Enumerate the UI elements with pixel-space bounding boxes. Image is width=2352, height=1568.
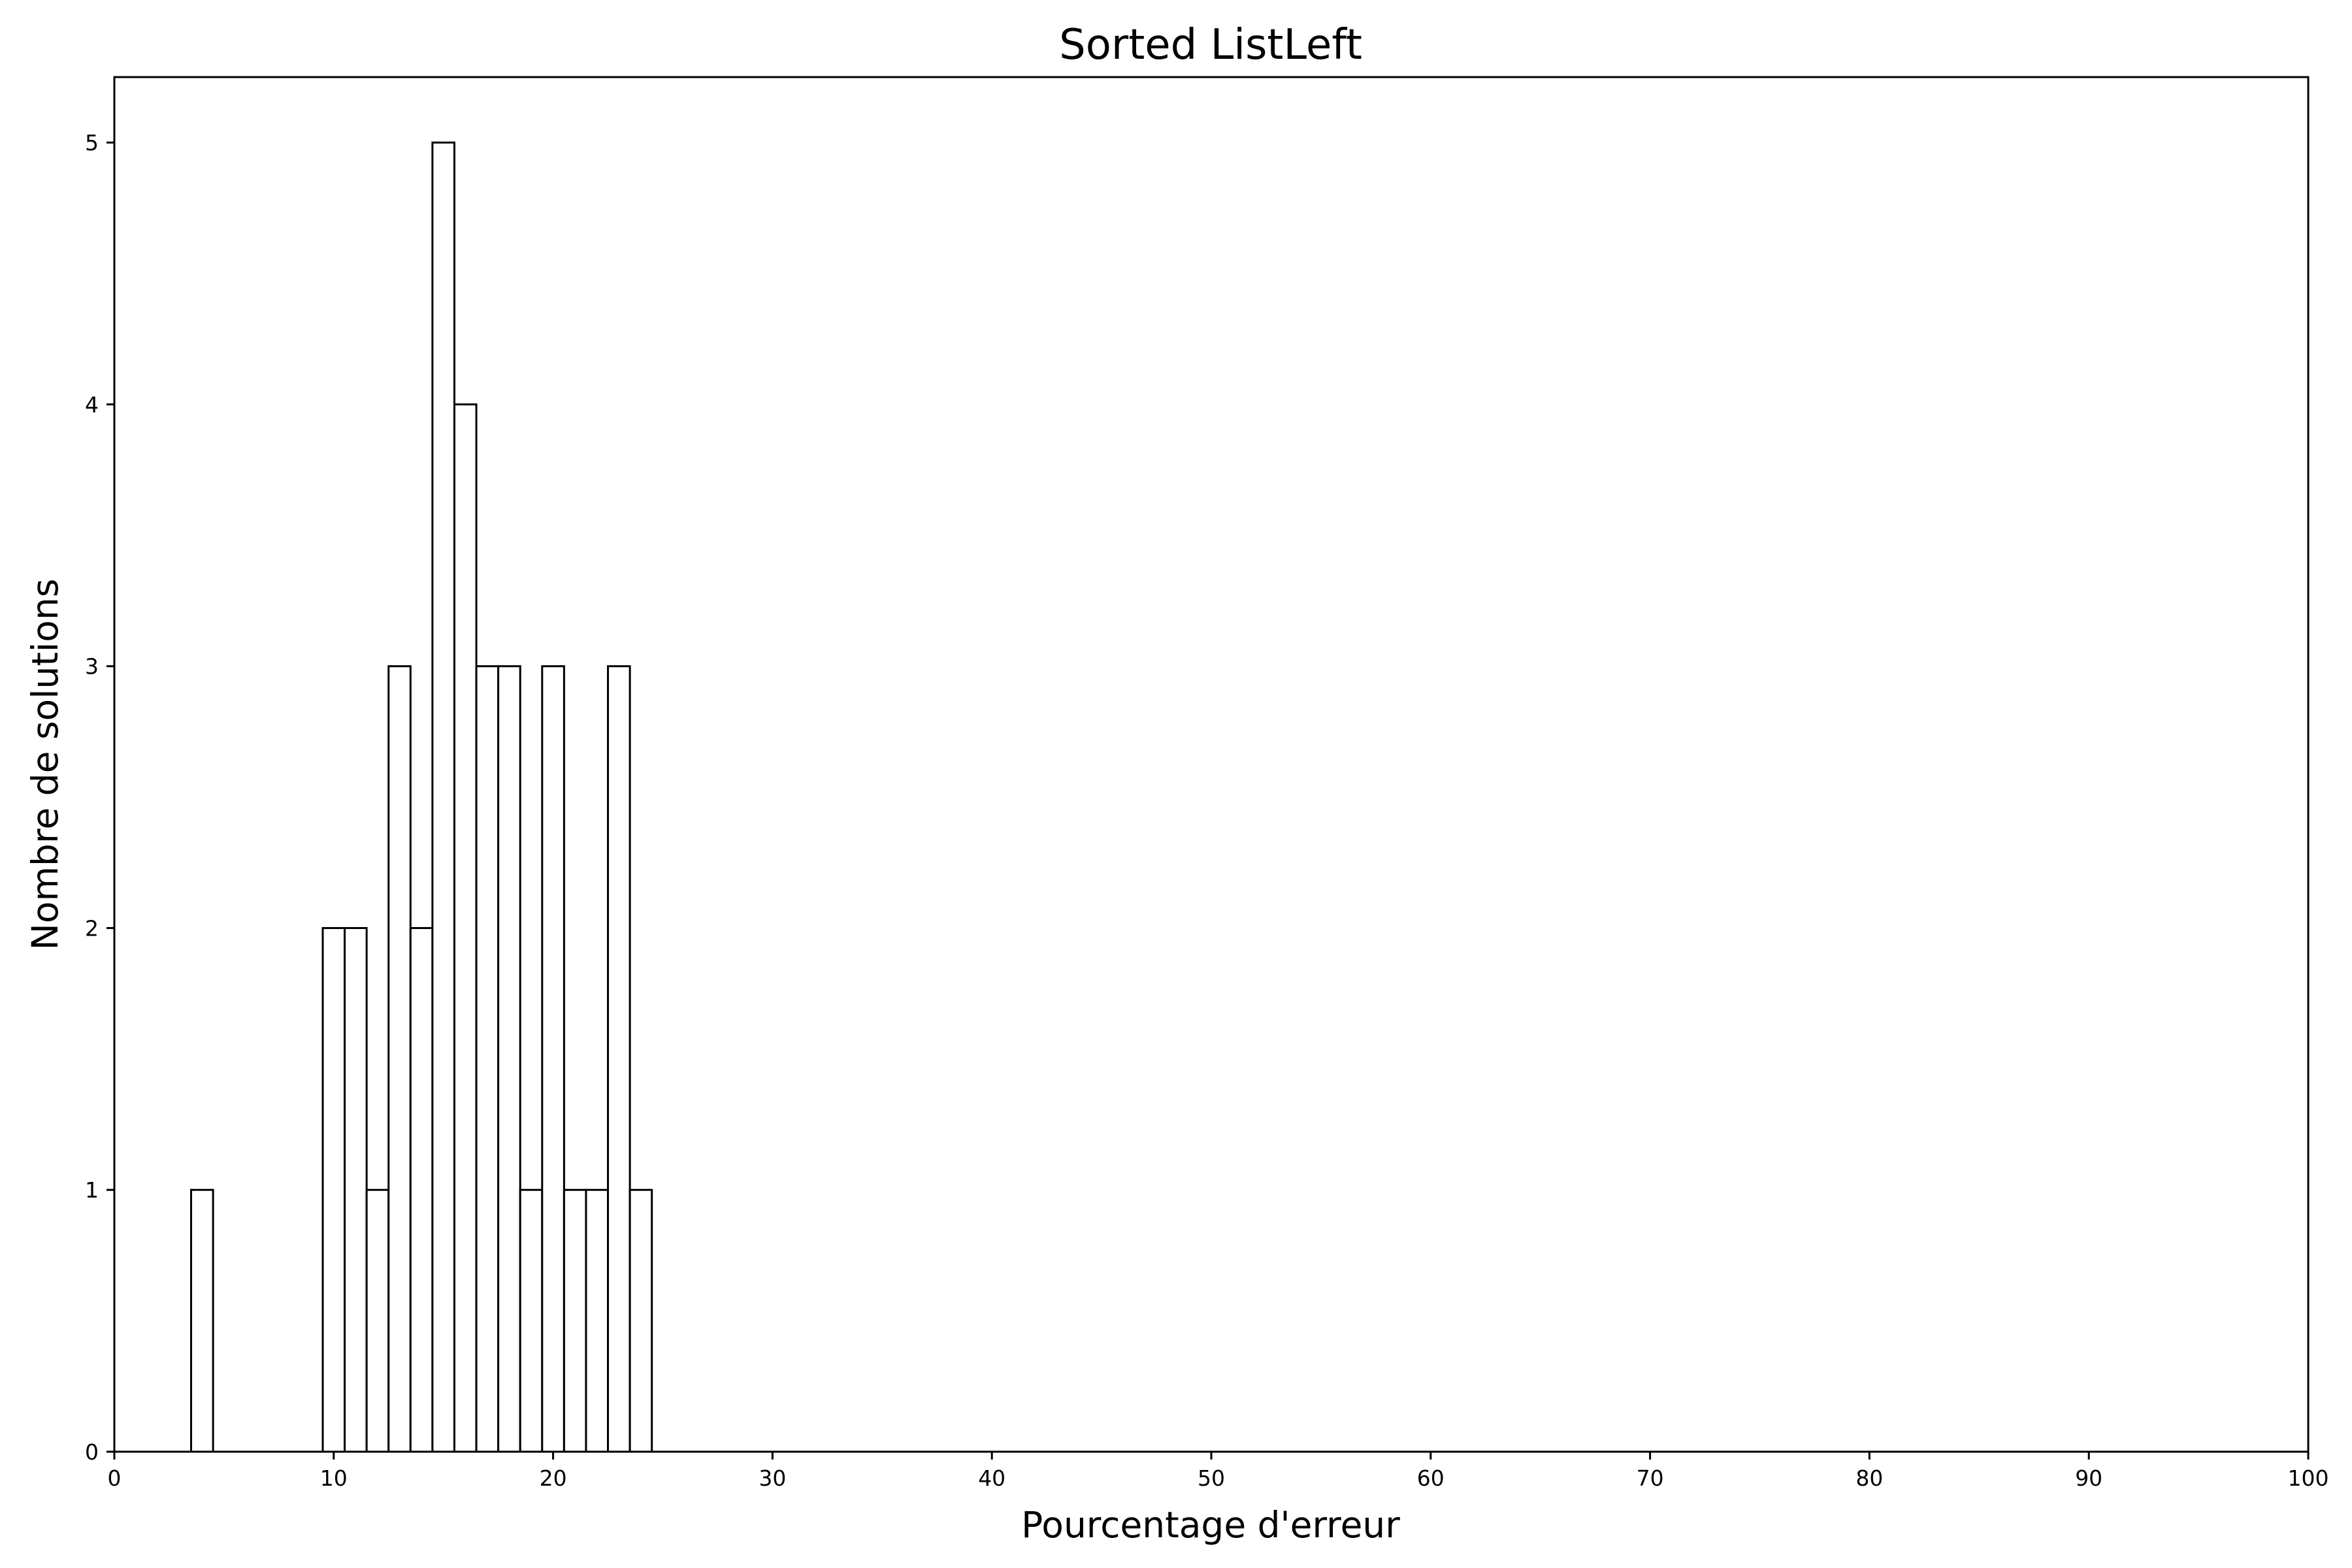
histogram-bar <box>387 665 412 1453</box>
histogram-bar <box>585 1188 610 1453</box>
x-tick-label: 50 <box>1198 1465 1225 1491</box>
x-tick-label: 40 <box>978 1465 1005 1491</box>
y-axis-label: Nombre de solutions <box>24 579 66 951</box>
histogram-bar <box>453 403 478 1453</box>
y-tick-label: 0 <box>85 1439 99 1465</box>
y-tick-label: 4 <box>85 392 99 417</box>
plot-frame <box>113 76 2310 1453</box>
histogram-bar <box>344 926 368 1453</box>
y-tick-label: 5 <box>85 130 99 155</box>
histogram-bar <box>475 665 500 1453</box>
histogram-bar <box>190 1188 214 1453</box>
x-tick-label: 80 <box>1855 1465 1883 1491</box>
x-tick-label: 100 <box>2288 1465 2329 1491</box>
y-tick-label: 2 <box>85 915 99 941</box>
histogram-bar <box>497 665 521 1453</box>
y-axis: 0 1 2 3 4 5 <box>85 130 114 1465</box>
x-tick-label: 20 <box>540 1465 567 1491</box>
histogram-bar <box>409 926 434 1453</box>
bars-group <box>190 141 653 1453</box>
histogram-bar <box>519 1188 544 1453</box>
histogram-bar <box>431 141 455 1453</box>
x-axis-label: Pourcentage d'erreur <box>1021 1504 1400 1546</box>
histogram-bar <box>607 665 631 1453</box>
histogram-bar <box>629 1188 653 1453</box>
chart-title: Sorted ListLeft <box>1059 21 1362 69</box>
histogram-bar <box>321 926 346 1453</box>
y-tick-label: 3 <box>85 654 99 679</box>
x-axis: 0 10 20 30 40 50 60 70 80 90 100 <box>108 1452 2329 1491</box>
x-tick-label: 10 <box>320 1465 348 1491</box>
x-tick-label: 0 <box>108 1465 122 1491</box>
histogram-bar <box>563 1188 587 1453</box>
histogram-bar <box>365 1188 390 1453</box>
x-tick-label: 70 <box>1637 1465 1664 1491</box>
histogram-bar <box>541 665 565 1453</box>
x-tick-label: 60 <box>1417 1465 1445 1491</box>
x-tick-label: 90 <box>2075 1465 2102 1491</box>
y-tick-label: 1 <box>85 1177 99 1203</box>
x-tick-label: 30 <box>759 1465 786 1491</box>
